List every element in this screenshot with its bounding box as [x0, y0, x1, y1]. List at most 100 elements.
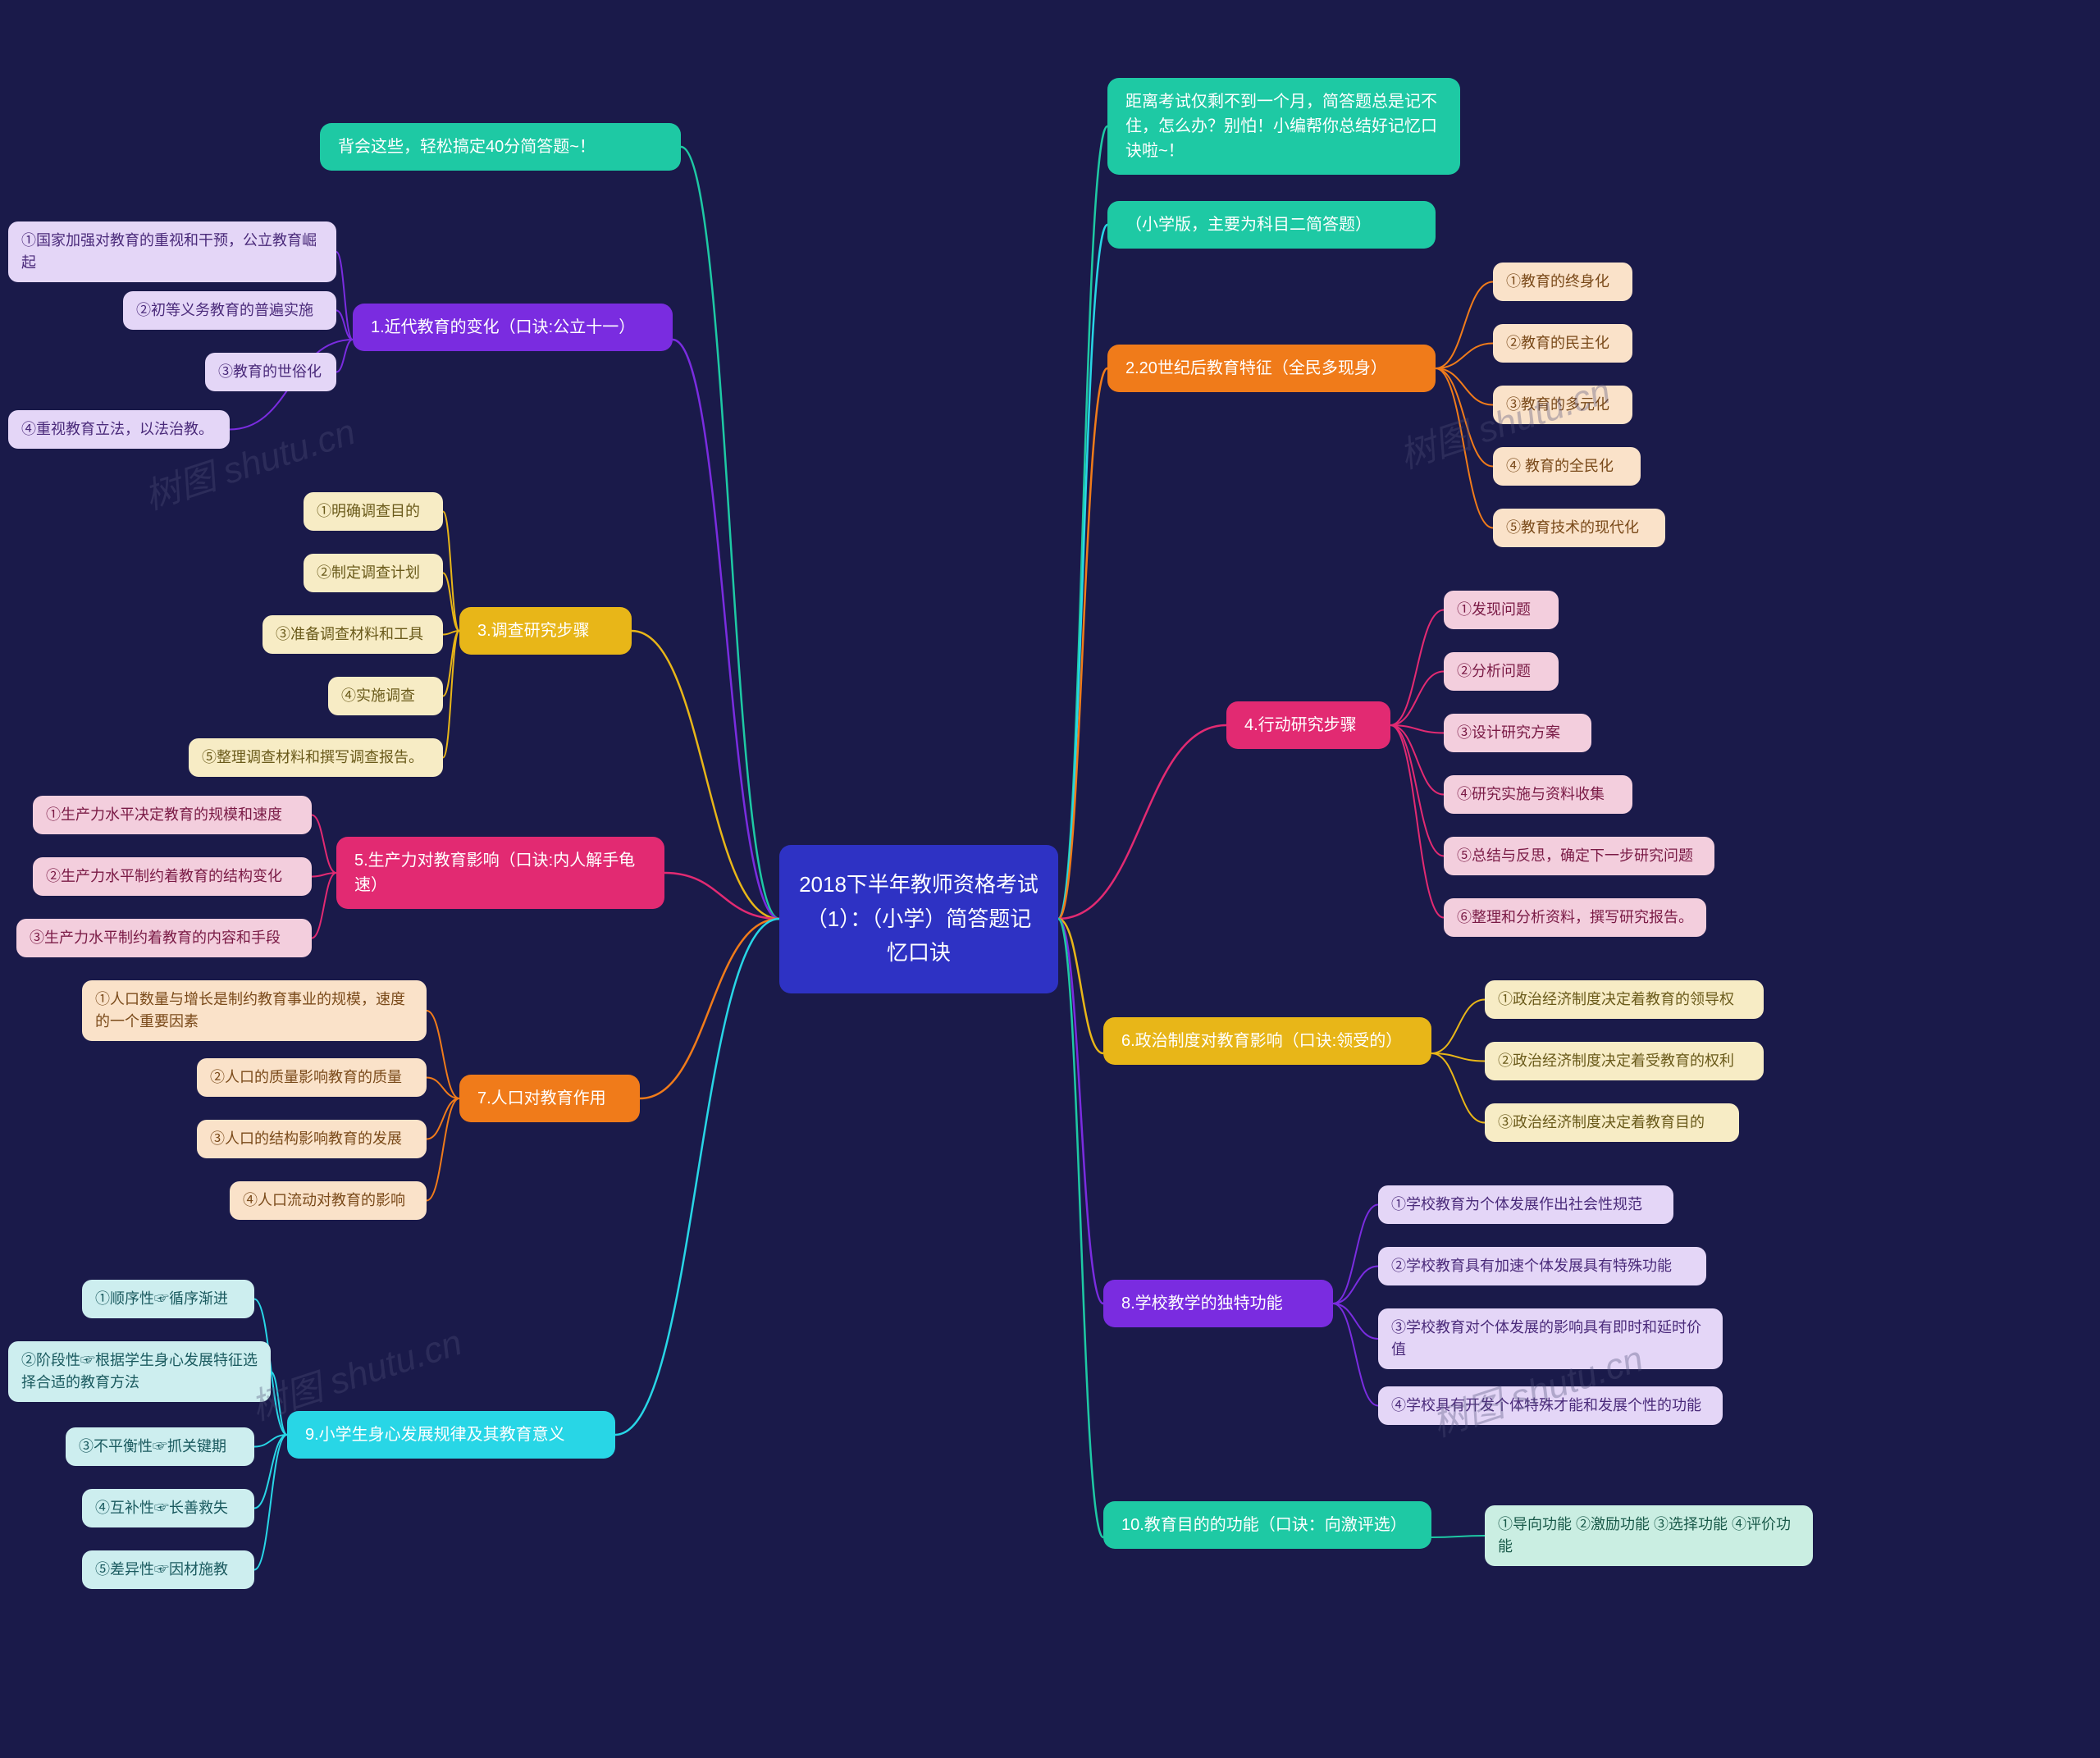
- leaf-b6-1: ②政治经济制度决定着受教育的权利: [1485, 1042, 1764, 1080]
- leaf-b5-2: ③生产力水平制约着教育的内容和手段: [16, 919, 312, 957]
- leaf-b5-1: ②生产力水平制约着教育的结构变化: [33, 857, 312, 896]
- branch-b5-label: 5.生产力对教育影响（口诀:内人解手龟速）: [354, 852, 635, 894]
- leaf-b7-0: ①人口数量与增长是制约教育事业的规模，速度的一个重要因素: [82, 980, 427, 1041]
- leaf-b2-2-label: ③教育的多元化: [1506, 396, 1609, 413]
- leaf-b5-1-label: ②生产力水平制约着教育的结构变化: [46, 868, 282, 884]
- leaf-b7-0-label: ①人口数量与增长是制约教育事业的规模，速度的一个重要因素: [95, 991, 405, 1030]
- connector: [443, 512, 459, 632]
- connector: [640, 919, 779, 1098]
- connector: [1390, 725, 1444, 795]
- connector: [254, 1435, 287, 1447]
- connector: [1058, 725, 1226, 919]
- connector: [427, 1098, 459, 1139]
- leaf-b3-3-label: ④实施调查: [341, 687, 415, 704]
- connector: [443, 573, 459, 632]
- branch-b10: 10.教育目的的功能（口诀：向激评选）: [1103, 1501, 1431, 1549]
- connector: [1058, 225, 1107, 919]
- branch-b8-label: 8.学校教学的独特功能: [1121, 1295, 1283, 1313]
- connector: [312, 873, 336, 938]
- connector: [1431, 1000, 1485, 1054]
- connector: [336, 340, 353, 372]
- leaf-b3-4: ⑤整理调查材料和撰写调查报告。: [189, 738, 443, 777]
- connector: [1333, 1205, 1378, 1304]
- leaf-b3-4-label: ⑤整理调查材料和撰写调查报告。: [202, 749, 423, 765]
- connector: [1436, 282, 1493, 369]
- leaf-b4-2: ③设计研究方案: [1444, 714, 1591, 752]
- leaf-b8-0: ①学校教育为个体发展作出社会性规范: [1378, 1185, 1673, 1224]
- center-node: 2018下半年教师资格考试（1）：（小学）简答题记忆口诀: [779, 845, 1058, 993]
- connector: [336, 252, 353, 340]
- connector: [1436, 344, 1493, 369]
- branch-b9: 9.小学生身心发展规律及其教育意义: [287, 1411, 615, 1459]
- connector: [664, 873, 779, 919]
- leaf-b2-1: ②教育的民主化: [1493, 324, 1632, 363]
- connector: [1390, 610, 1444, 726]
- connector: [1436, 368, 1493, 467]
- leaf-b4-5-label: ⑥整理和分析资料，撰写研究报告。: [1457, 909, 1693, 925]
- leaf-b8-1: ②学校教育具有加速个体发展具有特殊功能: [1378, 1247, 1706, 1285]
- leaf-b9-2: ③不平衡性☞抓关键期: [66, 1427, 254, 1466]
- branch-b5: 5.生产力对教育影响（口诀:内人解手龟速）: [336, 837, 664, 909]
- connector: [254, 1435, 287, 1509]
- leaf-b9-4-label: ⑤差异性☞因材施教: [95, 1561, 228, 1578]
- connector: [1431, 1053, 1485, 1123]
- branch-b9-label: 9.小学生身心发展规律及其教育意义: [305, 1426, 565, 1444]
- connector: [1390, 725, 1444, 856]
- leaf-b4-1: ②分析问题: [1444, 652, 1559, 691]
- leaf-b2-4: ⑤教育技术的现代化: [1493, 509, 1665, 547]
- leaf-b3-2: ③准备调查材料和工具: [262, 615, 443, 654]
- leaf-b6-2: ③政治经济制度决定着教育目的: [1485, 1103, 1739, 1142]
- connector: [1436, 368, 1493, 405]
- connector: [336, 311, 353, 340]
- connector: [1431, 1536, 1485, 1537]
- leaf-b2-3: ④ 教育的全民化: [1493, 447, 1641, 486]
- leaf-b2-0: ①教育的终身化: [1493, 263, 1632, 301]
- leaf-b3-1: ②制定调查计划: [304, 554, 443, 592]
- leaf-b1-1: ②初等义务教育的普遍实施: [123, 291, 336, 330]
- leaf-b4-3: ④研究实施与资料收集: [1444, 775, 1632, 814]
- connector: [312, 815, 336, 874]
- branch-intro-left: 背会这些，轻松搞定40分简答题~！: [320, 123, 681, 171]
- connector: [681, 147, 779, 919]
- connector: [427, 1098, 459, 1201]
- leaf-b7-2: ③人口的结构影响教育的发展: [197, 1120, 427, 1158]
- leaf-b5-2-label: ③生产力水平制约着教育的内容和手段: [30, 929, 281, 946]
- connector: [443, 631, 459, 696]
- center-node-label: 2018下半年教师资格考试（1）：（小学）简答题记忆口诀: [799, 872, 1039, 965]
- connector: [1390, 725, 1444, 918]
- branch-intro-right-1: 距离考试仅剩不到一个月，简答题总是记不住，怎么办？别怕！小编帮你总结好记忆口诀啦…: [1107, 78, 1460, 175]
- connector: [1058, 368, 1107, 919]
- connector: [1333, 1304, 1378, 1339]
- connector: [312, 873, 336, 877]
- connector: [615, 919, 779, 1435]
- leaf-b4-5: ⑥整理和分析资料，撰写研究报告。: [1444, 898, 1706, 937]
- leaf-b6-0-label: ①政治经济制度决定着教育的领导权: [1498, 991, 1734, 1007]
- branch-intro-right-2: （小学版，主要为科目二简答题）: [1107, 201, 1436, 249]
- leaf-b4-4: ⑤总结与反思，确定下一步研究问题: [1444, 837, 1714, 875]
- connector: [673, 340, 779, 919]
- leaf-b1-1-label: ②初等义务教育的普遍实施: [136, 302, 313, 318]
- branch-b6: 6.政治制度对教育影响（口诀:领受的）: [1103, 1017, 1431, 1065]
- leaf-b8-3-label: ④学校具有开发个体特殊才能和发展个性的功能: [1391, 1397, 1701, 1413]
- leaf-b9-3: ④互补性☞长善救失: [82, 1489, 254, 1527]
- branch-b7-label: 7.人口对教育作用: [477, 1089, 606, 1107]
- leaf-b1-0: ①国家加强对教育的重视和干预，公立教育崛起: [8, 221, 336, 282]
- connector: [1333, 1304, 1378, 1406]
- leaf-b8-1-label: ②学校教育具有加速个体发展具有特殊功能: [1391, 1258, 1672, 1274]
- leaf-b9-1: ②阶段性☞根据学生身心发展特征选择合适的教育方法: [8, 1341, 271, 1402]
- branch-b4-label: 4.行动研究步骤: [1244, 716, 1357, 734]
- leaf-b1-3: ④重视教育立法，以法治教。: [8, 410, 230, 449]
- connector: [1058, 919, 1103, 1304]
- leaf-b4-4-label: ⑤总结与反思，确定下一步研究问题: [1457, 847, 1693, 864]
- leaf-b8-3: ④学校具有开发个体特殊才能和发展个性的功能: [1378, 1386, 1723, 1425]
- leaf-b10-0-label: ①导向功能 ②激励功能 ③选择功能 ④评价功能: [1498, 1516, 1791, 1555]
- leaf-b4-0: ①发现问题: [1444, 591, 1559, 629]
- leaf-b9-0-label: ①顺序性☞循序渐进: [95, 1290, 228, 1307]
- connector: [1436, 368, 1493, 528]
- leaf-b9-3-label: ④互补性☞长善救失: [95, 1500, 228, 1516]
- branch-intro-right-2-label: （小学版，主要为科目二简答题）: [1125, 216, 1372, 234]
- leaf-b3-1-label: ②制定调查计划: [317, 564, 420, 581]
- leaf-b4-3-label: ④研究实施与资料收集: [1457, 786, 1605, 802]
- leaf-b3-3: ④实施调查: [328, 677, 443, 715]
- leaf-b9-0: ①顺序性☞循序渐进: [82, 1280, 254, 1318]
